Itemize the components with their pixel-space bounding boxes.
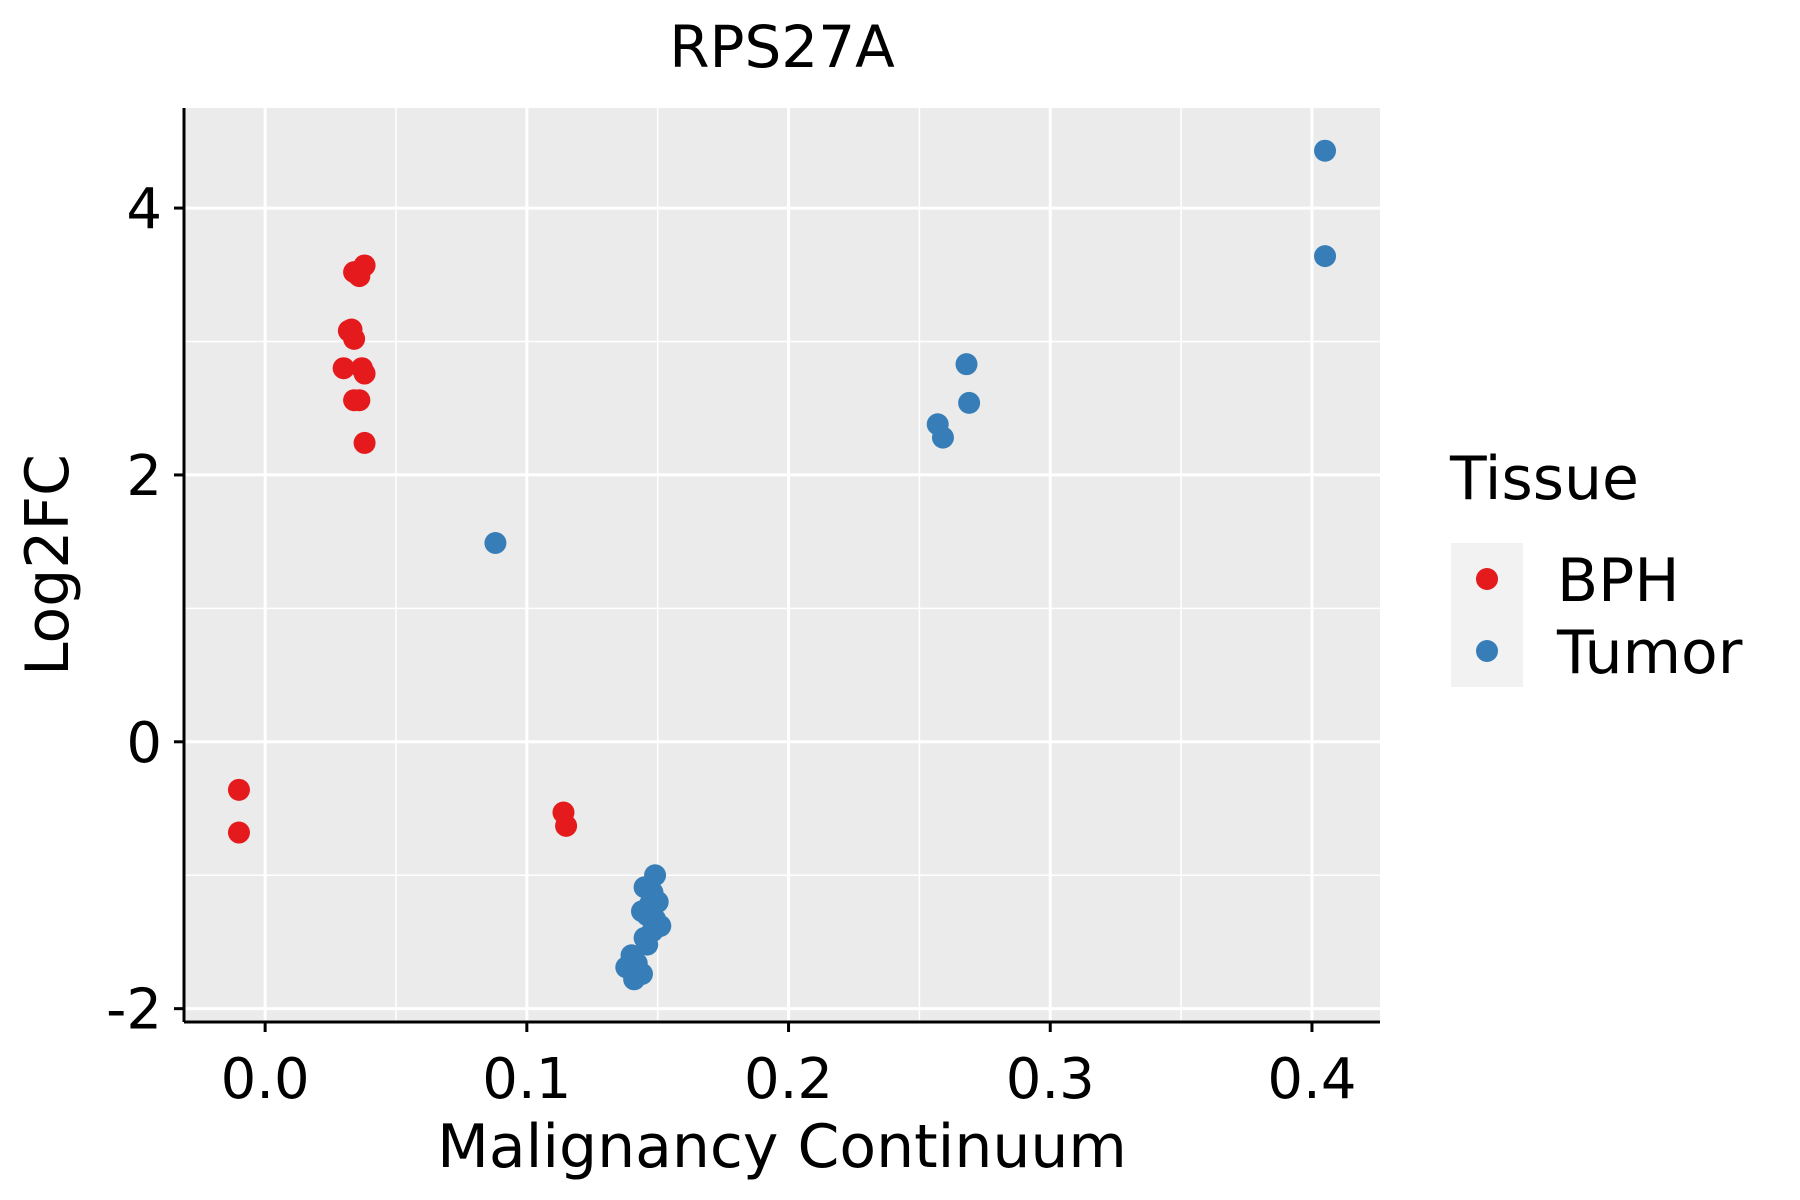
point-bph — [348, 389, 371, 412]
point-bph — [555, 814, 578, 837]
point-tumor — [955, 353, 978, 376]
point-bph — [332, 357, 355, 380]
legend-dot-tumor — [1476, 640, 1498, 662]
plot-panel — [184, 108, 1380, 1022]
x-tick-label: 0.4 — [1267, 1047, 1356, 1112]
point-tumor — [1314, 139, 1337, 162]
x-tick-label: 0.0 — [221, 1047, 310, 1112]
x-axis-ticks: 0.0 0.1 0.2 0.3 0.4 — [221, 1022, 1356, 1112]
point-bph — [353, 362, 376, 385]
x-tick-label: 0.2 — [744, 1047, 833, 1112]
grid-major — [184, 108, 1380, 1022]
point-bph — [227, 778, 250, 801]
y-tick-label: 2 — [126, 444, 162, 509]
point-tumor — [958, 391, 981, 414]
x-tick-label: 0.1 — [482, 1047, 571, 1112]
point-tumor — [931, 426, 954, 449]
legend-label-bph: BPH — [1557, 546, 1679, 616]
point-tumor — [636, 933, 659, 956]
data-points — [227, 139, 1337, 991]
y-tick-label: -2 — [106, 978, 162, 1043]
point-tumor — [1314, 245, 1337, 268]
point-bph — [353, 431, 376, 454]
point-tumor — [484, 531, 507, 554]
point-bph — [353, 254, 376, 277]
point-bph — [340, 318, 363, 341]
y-axis-label: Log2FC — [13, 454, 83, 676]
legend-dot-bph — [1476, 568, 1498, 590]
chart-title: RPS27A — [669, 13, 895, 81]
x-axis-label: Malignancy Continuum — [437, 1112, 1127, 1182]
point-bph — [227, 821, 250, 844]
y-tick-label: 0 — [126, 711, 162, 776]
x-tick-label: 0.3 — [1006, 1047, 1095, 1112]
y-axis-ticks: -2 0 2 4 — [106, 177, 184, 1043]
grid-minor — [184, 108, 1380, 1022]
y-tick-label: 4 — [126, 177, 162, 242]
point-tumor — [623, 968, 646, 991]
legend-title: Tissue — [1449, 444, 1639, 514]
legend: Tissue BPH Tumor — [1449, 444, 1743, 688]
legend-label-tumor: Tumor — [1556, 618, 1743, 688]
